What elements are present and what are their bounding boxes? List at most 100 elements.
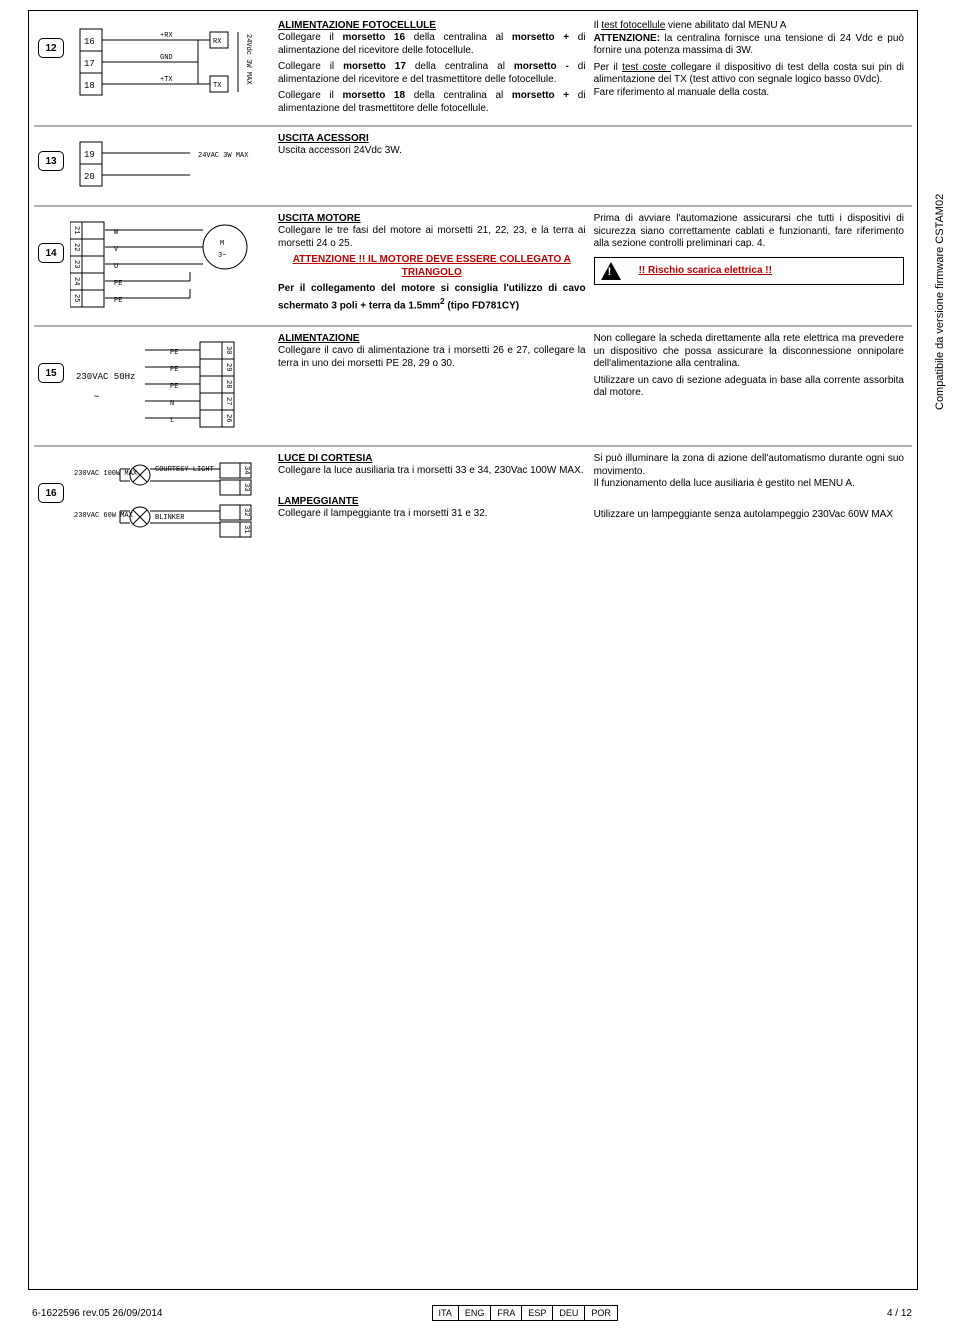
svg-text:RX: RX <box>213 38 222 46</box>
svg-text:27: 27 <box>224 397 232 405</box>
svg-text:28: 28 <box>224 380 232 388</box>
svg-text:24Vdc 3W MAX: 24Vdc 3W MAX <box>244 34 252 85</box>
svg-text:21: 21 <box>72 226 80 234</box>
text: Il funzionamento della luce ausiliaria è… <box>594 478 904 491</box>
svg-text:26: 26 <box>224 414 232 422</box>
svg-text:31: 31 <box>242 525 250 533</box>
svg-text:19: 19 <box>84 150 95 160</box>
lang-ita: ITA <box>432 1305 458 1321</box>
warning-triangle-icon <box>601 262 621 280</box>
row-number: 16 <box>38 483 64 503</box>
side-firmware-text: Compatibile da versione firmware CSTAM02 <box>934 10 954 410</box>
text: Il test fotocellule viene abilitato dal … <box>594 20 904 33</box>
svg-text:+RX: +RX <box>160 32 173 40</box>
svg-text:32: 32 <box>242 508 250 516</box>
diagram-12: 16 17 18 +RX GND +TX RX TX 24Vdc 3W MAX <box>66 20 274 111</box>
text: Utilizzare un lampeggiante senza autolam… <box>594 509 904 522</box>
svg-text:34: 34 <box>242 466 250 474</box>
diagram-14: 21W22V23U24PE25PE M 3~ <box>66 213 274 319</box>
text: Collegare la luce ausiliaria tra i morse… <box>278 465 586 478</box>
text: Collegare le tre fasi del motore ai mors… <box>278 225 586 250</box>
col-left-12: ALIMENTAZIONE FOTOCELLULE Collegare il m… <box>274 20 594 119</box>
text: Per il collegamento del motore si consig… <box>278 283 586 312</box>
svg-text:230VAC 60W MAX: 230VAC 60W MAX <box>74 512 134 520</box>
col-left-16: LUCE DI CORTESIA Collegare la luce ausil… <box>274 453 594 524</box>
row-15: 15 230VAC 50Hz ∼ 30PE29PE28PE27N26L ALIM… <box>34 327 912 447</box>
text: Utilizzare un cavo di sezione adeguata i… <box>594 375 904 400</box>
svg-text:+TX: +TX <box>160 76 173 84</box>
svg-text:33: 33 <box>242 483 250 491</box>
svg-text:BLINKER: BLINKER <box>155 514 185 522</box>
footer: 6-1622596 rev.05 26/09/2014 ITAENGFRAESP… <box>32 1305 912 1321</box>
footer-page: 4 / 12 <box>887 1308 912 1319</box>
svg-text:230VAC 50Hz: 230VAC 50Hz <box>76 372 135 382</box>
text: Collegare il lampeggiante tra i morsetti… <box>278 508 586 521</box>
text: Fare riferimento al manuale della costa. <box>594 87 904 100</box>
warning-box-scarica: !! Rischio scarica elettrica !! <box>594 257 904 285</box>
svg-text:230VAC 100W MAX: 230VAC 100W MAX <box>74 470 138 478</box>
heading-cortesia: LUCE DI CORTESIA <box>278 453 586 464</box>
svg-text:24: 24 <box>72 277 80 285</box>
row-number-badge: 12 <box>38 38 66 58</box>
svg-text:∼: ∼ <box>94 392 100 402</box>
svg-text:18: 18 <box>84 81 95 91</box>
row-12: 12 16 17 18 +RX GND +TX RX TX 24Vdc 3W M… <box>34 14 912 127</box>
heading-lampeggiante: LAMPEGGIANTE <box>278 496 586 507</box>
svg-text:24VAC 3W MAX: 24VAC 3W MAX <box>198 152 249 160</box>
heading-motore: USCITA MOTORE <box>278 213 586 224</box>
svg-text:16: 16 <box>84 37 95 47</box>
diagram-13: 19 20 24VAC 3W MAX <box>66 133 274 199</box>
heading-accessori: USCITA ACESSORI <box>278 133 586 144</box>
diagram-15: 230VAC 50Hz ∼ 30PE29PE28PE27N26L <box>66 333 274 439</box>
lang-eng: ENG <box>458 1305 491 1321</box>
text: ATTENZIONE: la centralina fornisce una t… <box>594 33 904 58</box>
svg-text:29: 29 <box>224 363 232 371</box>
col-right-14: Prima di avviare l'automazione assicurar… <box>594 213 912 285</box>
row-number-badge: 14 <box>38 243 66 263</box>
col-left-14: USCITA MOTORE Collegare le tre fasi del … <box>274 213 594 316</box>
row-number-badge: 16 <box>38 483 66 503</box>
lang-deu: DEU <box>552 1305 584 1321</box>
row-number-badge: 13 <box>38 151 66 171</box>
col-left-15: ALIMENTAZIONE Collegare il cavo di alime… <box>274 333 594 374</box>
svg-text:TX: TX <box>213 82 222 90</box>
row-number: 13 <box>38 151 64 171</box>
text: Collegare il cavo di alimentazione tra i… <box>278 345 586 370</box>
col-right-15: Non collegare la scheda direttamente all… <box>594 333 912 404</box>
text: Non collegare la scheda direttamente all… <box>594 333 904 371</box>
col-right-16: Si può illuminare la zona di azione dell… <box>594 453 912 525</box>
row-14: 14 21W22V23U24PE25PE M 3~ USCITA MOTORE … <box>34 207 912 327</box>
row-number: 14 <box>38 243 64 263</box>
svg-text:30: 30 <box>224 346 232 354</box>
lang-fra: FRA <box>490 1305 521 1321</box>
diagram-16: 230VAC 100W MAX 230VAC 60W MAX COURTESY … <box>66 453 274 554</box>
heading-alimentazione: ALIMENTAZIONE <box>278 333 586 344</box>
heading-fotocellule: ALIMENTAZIONE FOTOCELLULE <box>278 20 586 31</box>
text: Collegare il morsetto 17 della centralin… <box>278 61 586 86</box>
row-16: 16 230VAC 100W MAX 230VAC 60W MAX COURTE… <box>34 447 912 560</box>
row-number-badge: 15 <box>38 363 66 383</box>
svg-text:COURTESY LIGHT: COURTESY LIGHT <box>155 466 214 474</box>
lang-por: POR <box>584 1305 618 1321</box>
text: Collegare il morsetto 18 della centralin… <box>278 90 586 115</box>
row-13: 13 19 20 24VAC 3W MAX USCITA ACESSORI Us… <box>34 127 912 207</box>
text: Uscita accessori 24Vdc 3W. <box>278 145 586 158</box>
row-number: 12 <box>38 38 64 58</box>
svg-text:M: M <box>220 240 224 248</box>
svg-text:3~: 3~ <box>218 252 226 260</box>
row-number: 15 <box>38 363 64 383</box>
svg-text:GND: GND <box>160 54 173 62</box>
content-area: 12 16 17 18 +RX GND +TX RX TX 24Vdc 3W M… <box>34 14 912 560</box>
text: Per il test coste collegare il dispositi… <box>594 62 904 87</box>
col-right-12: Il test fotocellule viene abilitato dal … <box>594 20 912 103</box>
warning-triangolo: ATTENZIONE !! IL MOTORE DEVE ESSERE COLL… <box>278 254 586 279</box>
text: Prima di avviare l'automazione assicurar… <box>594 213 904 251</box>
svg-text:22: 22 <box>72 243 80 251</box>
svg-text:25: 25 <box>72 294 80 302</box>
svg-text:20: 20 <box>84 172 95 182</box>
text: Collegare il morsetto 16 della centralin… <box>278 32 586 57</box>
text: Si può illuminare la zona di azione dell… <box>594 453 904 478</box>
col-left-13: USCITA ACESSORI Uscita accessori 24Vdc 3… <box>274 133 594 162</box>
warning-scarica-text: !! Rischio scarica elettrica !! <box>639 265 772 276</box>
lang-esp: ESP <box>521 1305 552 1321</box>
